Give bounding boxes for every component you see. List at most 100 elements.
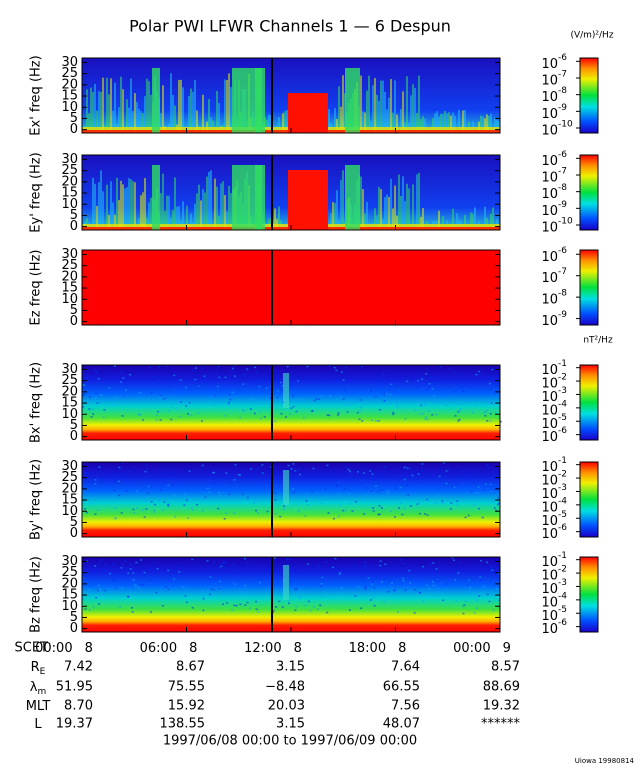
spectrogram-noise bbox=[468, 387, 471, 389]
spectrogram-noise bbox=[416, 503, 419, 505]
y-tick-label: 30 bbox=[61, 554, 78, 569]
spectrogram-noise bbox=[425, 495, 428, 497]
spectrogram-noise bbox=[223, 518, 226, 520]
spectrogram-stripe bbox=[178, 79, 180, 133]
spectrogram-noise bbox=[92, 606, 95, 609]
spectrogram-noise bbox=[147, 485, 150, 488]
spectrogram-stripe bbox=[266, 119, 268, 133]
spectrogram-noise bbox=[295, 605, 298, 608]
spectrogram-noise bbox=[103, 409, 106, 411]
colorbar-tick-exponent: -5 bbox=[558, 510, 567, 520]
spectrogram-noise bbox=[100, 394, 103, 396]
spectrogram-noise bbox=[328, 414, 331, 417]
colorbar bbox=[579, 154, 599, 231]
spectrogram-noise bbox=[382, 374, 385, 376]
colorbar-tick-exponent: -2 bbox=[558, 565, 567, 575]
spectrogram-stripe bbox=[112, 202, 114, 230]
spectrogram-noise bbox=[396, 405, 399, 408]
spectrogram-noise bbox=[253, 366, 256, 369]
spectrogram-noise bbox=[359, 399, 362, 401]
colorbar-tick-base: 10 bbox=[541, 204, 558, 219]
spectrogram-noise bbox=[209, 593, 212, 596]
spectrogram-noise bbox=[90, 416, 93, 418]
spectrogram-noise bbox=[387, 591, 390, 593]
spectrogram-stripe bbox=[444, 110, 446, 133]
spectrogram-stripe bbox=[366, 90, 368, 133]
colorbar-tick-exponent: -1 bbox=[558, 456, 567, 466]
spectrogram-noise bbox=[378, 408, 381, 411]
spectrogram-stripe bbox=[110, 181, 112, 230]
spectrogram-noise bbox=[438, 377, 441, 379]
spectrogram-stripe bbox=[490, 213, 492, 230]
spectrogram-stripe bbox=[120, 76, 122, 133]
spectrogram-noise bbox=[203, 375, 206, 377]
spectrogram-noise bbox=[156, 410, 159, 413]
spectrogram-noise bbox=[433, 595, 436, 598]
colorbar-tick-exponent: -9 bbox=[558, 200, 567, 210]
spectrogram-noise bbox=[470, 490, 473, 493]
spectrogram-noise bbox=[209, 576, 212, 578]
spectrogram-burst bbox=[283, 565, 289, 600]
spectrogram-noise bbox=[426, 418, 429, 421]
spectrogram-noise bbox=[227, 403, 230, 406]
spectrogram-noise bbox=[428, 410, 431, 412]
spectrogram-stripe bbox=[146, 217, 148, 230]
spectrogram-noise bbox=[476, 404, 479, 407]
x-tick-time: 00:00 bbox=[453, 641, 490, 656]
spectrogram-noise bbox=[477, 486, 480, 488]
x-tick-label: 06:00 8 bbox=[140, 641, 198, 656]
spectrogram-noise bbox=[190, 414, 193, 417]
spectrogram-stripe bbox=[412, 184, 414, 230]
spectrogram-noise bbox=[432, 562, 435, 564]
spectrogram-noise bbox=[103, 569, 106, 572]
spectrogram-noise bbox=[243, 409, 246, 412]
spectrogram-stripe bbox=[112, 110, 114, 133]
spectrogram-noise bbox=[383, 466, 386, 468]
spectrogram-noise bbox=[98, 561, 101, 563]
spectrogram-noise bbox=[175, 407, 178, 410]
spectrogram-noise bbox=[335, 369, 338, 372]
spectrogram-noise bbox=[343, 487, 346, 490]
spectrogram-stripe bbox=[330, 213, 332, 230]
spectrogram-noise bbox=[126, 577, 129, 579]
spectrogram-noise bbox=[252, 574, 255, 577]
colorbar-tick-base: 10 bbox=[541, 363, 558, 378]
spectrogram-noise bbox=[473, 504, 476, 506]
spectrogram-noise bbox=[140, 559, 143, 561]
spectrogram-noise bbox=[461, 605, 464, 608]
spectrogram-stripe bbox=[132, 111, 134, 133]
spectrogram-noise bbox=[353, 594, 356, 596]
spectrogram-noise bbox=[370, 419, 373, 421]
spectrogram-noise bbox=[338, 493, 341, 496]
spectrogram-noise bbox=[400, 502, 403, 504]
spectrogram-noise bbox=[317, 398, 320, 400]
colorbar-tick-exponent: -5 bbox=[558, 413, 567, 423]
spectrogram-noise bbox=[392, 411, 395, 414]
spectrogram-stripe bbox=[174, 177, 176, 230]
spectrogram-stripe bbox=[230, 87, 232, 133]
spectrogram-noise bbox=[143, 571, 146, 574]
spectrogram-noise bbox=[491, 569, 494, 571]
spectrogram-stripe bbox=[436, 111, 438, 133]
spectrogram-noise bbox=[96, 402, 99, 404]
spectrogram-noise bbox=[455, 600, 458, 603]
spectrogram-noise bbox=[310, 410, 313, 412]
spectrogram-stripe bbox=[222, 181, 224, 230]
spectrogram-noise bbox=[95, 371, 98, 373]
spectrogram-noise bbox=[224, 376, 227, 379]
spectrogram-noise bbox=[417, 501, 420, 503]
row-label-main: R bbox=[31, 660, 40, 675]
spectrogram-stripe bbox=[216, 186, 218, 230]
spectrogram-noise bbox=[299, 473, 302, 476]
spectrogram-stripe bbox=[458, 110, 460, 133]
spectrogram-stripe bbox=[442, 113, 444, 133]
spectrogram-noise bbox=[467, 514, 470, 517]
spectrogram-noise bbox=[337, 380, 340, 383]
spectrogram-noise bbox=[253, 502, 256, 504]
colorbar-tick-exponent: -8 bbox=[558, 289, 567, 299]
spectrogram-noise bbox=[459, 382, 462, 384]
magnetic-units: nT²/Hz bbox=[583, 336, 613, 346]
spectrogram-stripe bbox=[90, 87, 92, 133]
y-tick-label: 15 bbox=[61, 493, 78, 508]
